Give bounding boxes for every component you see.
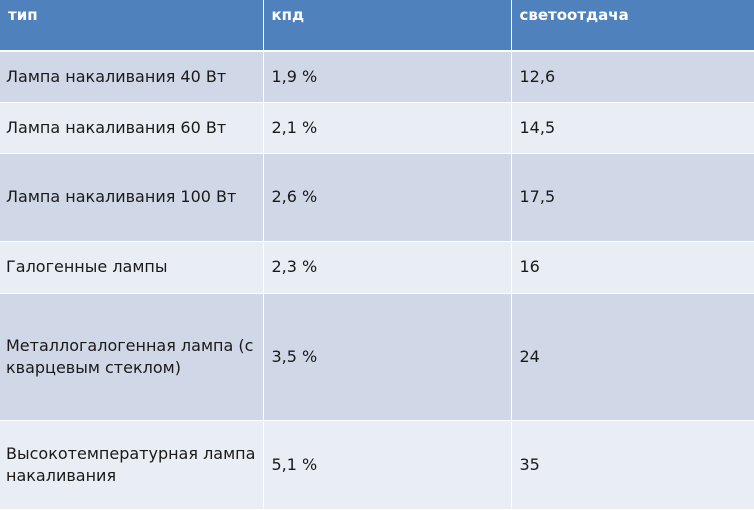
cell-luminous-efficacy: 17,5 bbox=[511, 153, 754, 242]
cell-luminous-efficacy: 16 bbox=[511, 241, 754, 294]
header-efficiency: кпд bbox=[263, 0, 512, 52]
cell-type: Высокотемпературная лампа накаливания bbox=[0, 420, 264, 510]
cell-luminous-efficacy: 12,6 bbox=[511, 51, 754, 103]
cell-type: Галогенные лампы bbox=[0, 241, 264, 294]
table-body: Лампа накаливания 40 Вт 1,9 % 12,6 Лампа… bbox=[0, 51, 754, 510]
cell-type: Лампа накаливания 100 Вт bbox=[0, 153, 264, 242]
header-luminous-efficacy: светоотдача bbox=[511, 0, 754, 52]
cell-type: Лампа накаливания 40 Вт bbox=[0, 51, 264, 103]
table-row: Галогенные лампы 2,3 % 16 bbox=[0, 241, 754, 294]
table-row: Лампа накаливания 60 Вт 2,1 % 14,5 bbox=[0, 102, 754, 154]
cell-luminous-efficacy: 35 bbox=[511, 420, 754, 510]
cell-type: Лампа накаливания 60 Вт bbox=[0, 102, 264, 154]
cell-type: Металлогалогенная лампа (с кварцевым сте… bbox=[0, 293, 264, 421]
cell-efficiency: 1,9 % bbox=[263, 51, 512, 103]
cell-luminous-efficacy: 24 bbox=[511, 293, 754, 421]
table-row: Металлогалогенная лампа (с кварцевым сте… bbox=[0, 293, 754, 421]
cell-luminous-efficacy: 14,5 bbox=[511, 102, 754, 154]
cell-efficiency: 2,1 % bbox=[263, 102, 512, 154]
header-row: тип кпд светоотдача bbox=[0, 0, 754, 52]
cell-efficiency: 2,3 % bbox=[263, 241, 512, 294]
cell-efficiency: 3,5 % bbox=[263, 293, 512, 421]
cell-efficiency: 2,6 % bbox=[263, 153, 512, 242]
header-type: тип bbox=[0, 0, 264, 52]
table-header: тип кпд светоотдача bbox=[0, 0, 754, 52]
table-row: Лампа накаливания 100 Вт 2,6 % 17,5 bbox=[0, 153, 754, 242]
table-row: Лампа накаливания 40 Вт 1,9 % 12,6 bbox=[0, 51, 754, 103]
cell-efficiency: 5,1 % bbox=[263, 420, 512, 510]
table-row: Высокотемпературная лампа накаливания 5,… bbox=[0, 420, 754, 510]
